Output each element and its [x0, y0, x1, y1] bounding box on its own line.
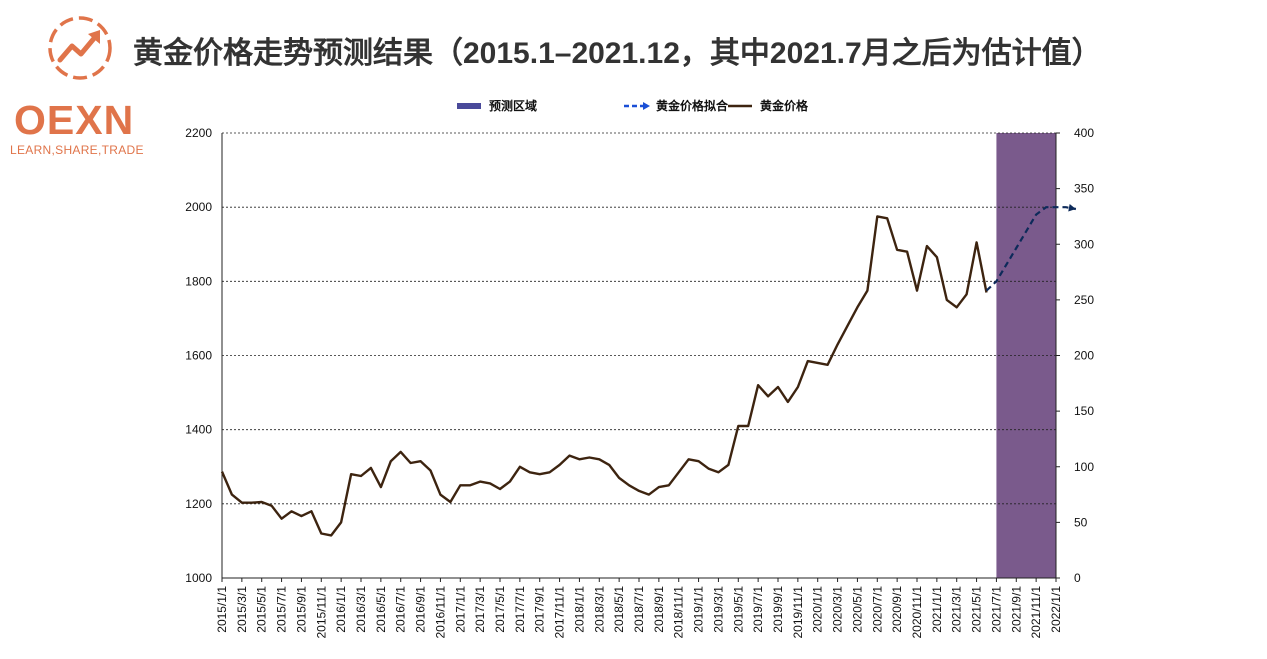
logo: OEXN LEARN,SHARE,TRADE: [6, 8, 156, 158]
x-tick-label: 2016/1/1: [334, 586, 348, 633]
x-tick-label: 2021/11/1: [1029, 586, 1043, 639]
y-right-tick-label: 100: [1074, 460, 1094, 474]
series-line-gold-price-fit: [985, 206, 1077, 292]
x-tick-label: 2015/11/1: [314, 586, 328, 639]
x-tick-label: 2015/5/1: [255, 586, 269, 633]
x-tick-label: 2015/1/1: [215, 586, 229, 633]
x-tick-label: 2020/3/1: [831, 586, 845, 633]
x-tick-label: 2015/3/1: [235, 586, 249, 633]
legend-label: 黄金价格拟合: [656, 98, 729, 113]
x-tick-label: 2020/5/1: [850, 586, 864, 633]
y-left-tick-label: 2200: [185, 126, 212, 140]
x-tick-label: 2018/9/1: [652, 586, 666, 633]
x-tick-label: 2021/1/1: [930, 586, 944, 633]
x-tick-label: 2015/9/1: [294, 586, 308, 633]
y-left-tick-label: 1000: [185, 571, 212, 585]
y-left-tick-label: 1400: [185, 423, 212, 437]
x-tick-label: 2019/9/1: [771, 586, 785, 633]
page-title: 黄金价格走势预测结果（2015.1–2021.12，其中2021.7月之后为估计…: [133, 37, 1102, 70]
x-tick-label: 2020/9/1: [890, 586, 904, 633]
x-tick-label: 2016/7/1: [394, 586, 408, 633]
y-right-tick-label: 0: [1074, 571, 1081, 585]
x-tick-label: 2015/7/1: [275, 586, 289, 633]
y-right-tick-label: 200: [1074, 349, 1094, 363]
x-tick-label: 2016/3/1: [354, 586, 368, 633]
chart-canvas: 1000 1200 1400 1600 1800 2000 2200 0 50 100 150 200…: [185, 98, 1094, 639]
y-right-tick-label: 250: [1074, 293, 1094, 307]
x-tick-label: 2020/7/1: [870, 586, 884, 633]
logo-name: OEXN: [14, 97, 135, 143]
legend-label: 黄金价格: [760, 98, 809, 113]
x-tick-label: 2018/3/1: [592, 586, 606, 633]
x-tick-label: 2018/5/1: [612, 586, 626, 633]
x-tick-label: 2018/7/1: [632, 586, 646, 633]
y-left-tick-label: 1200: [185, 497, 212, 511]
x-tick-label: 2019/1/1: [692, 586, 706, 633]
series-line-gold-price: [220, 215, 988, 537]
y-right-tick-label: 50: [1074, 515, 1088, 529]
x-tick-label: 2019/5/1: [731, 586, 745, 633]
x-tick-label: 2021/3/1: [950, 586, 964, 633]
x-tick-label: 2017/11/1: [553, 586, 567, 639]
y-left-tick-label: 1800: [185, 274, 212, 288]
trend-arrow-icon: [48, 16, 112, 80]
x-tick-label: 2016/9/1: [414, 586, 428, 633]
x-tick-label: 2017/5/1: [493, 586, 507, 633]
y-right-tick-label: 400: [1074, 126, 1094, 140]
x-tick-label: 2016/11/1: [433, 586, 447, 639]
x-tick-label: 2019/7/1: [751, 586, 765, 633]
logo-tagline: LEARN,SHARE,TRADE: [10, 143, 144, 157]
y-left-tick-label: 2000: [185, 200, 212, 214]
gold-price-chart: 1000 1200 1400 1600 1800 2000 2200 0 50 100 150 200…: [160, 86, 1110, 658]
x-tick-label: 2020/1/1: [811, 586, 825, 633]
y-right-tick-label: 350: [1074, 182, 1094, 196]
legend-arrow-icon: [643, 102, 650, 110]
legend-swatch-forecast: [457, 103, 481, 109]
x-tick-label: 2019/11/1: [791, 586, 805, 639]
y-right-tick-label: 150: [1074, 404, 1094, 418]
x-tick-label: 2018/1/1: [572, 586, 586, 633]
x-tick-label: 2022/1/1: [1049, 586, 1063, 633]
x-tick-label: 2017/9/1: [533, 586, 547, 633]
x-tick-label: 2019/3/1: [711, 586, 725, 633]
x-tick-label: 2021/7/1: [989, 586, 1003, 633]
x-tick-label: 2020/11/1: [910, 586, 924, 639]
fit-arrowhead: [1068, 203, 1076, 212]
x-tick-label: 2017/7/1: [513, 586, 527, 633]
x-tick-label: 2018/11/1: [672, 586, 686, 639]
x-tick-label: 2017/1/1: [453, 586, 467, 633]
x-tick-label: 2021/9/1: [1009, 586, 1023, 633]
y-left-tick-label: 1600: [185, 349, 212, 363]
y-right-tick-label: 300: [1074, 237, 1094, 251]
legend-label: 预测区域: [489, 98, 537, 113]
x-tick-label: 2017/3/1: [473, 586, 487, 633]
x-tick-label: 2021/5/1: [970, 586, 984, 633]
x-tick-label: 2016/5/1: [374, 586, 388, 633]
